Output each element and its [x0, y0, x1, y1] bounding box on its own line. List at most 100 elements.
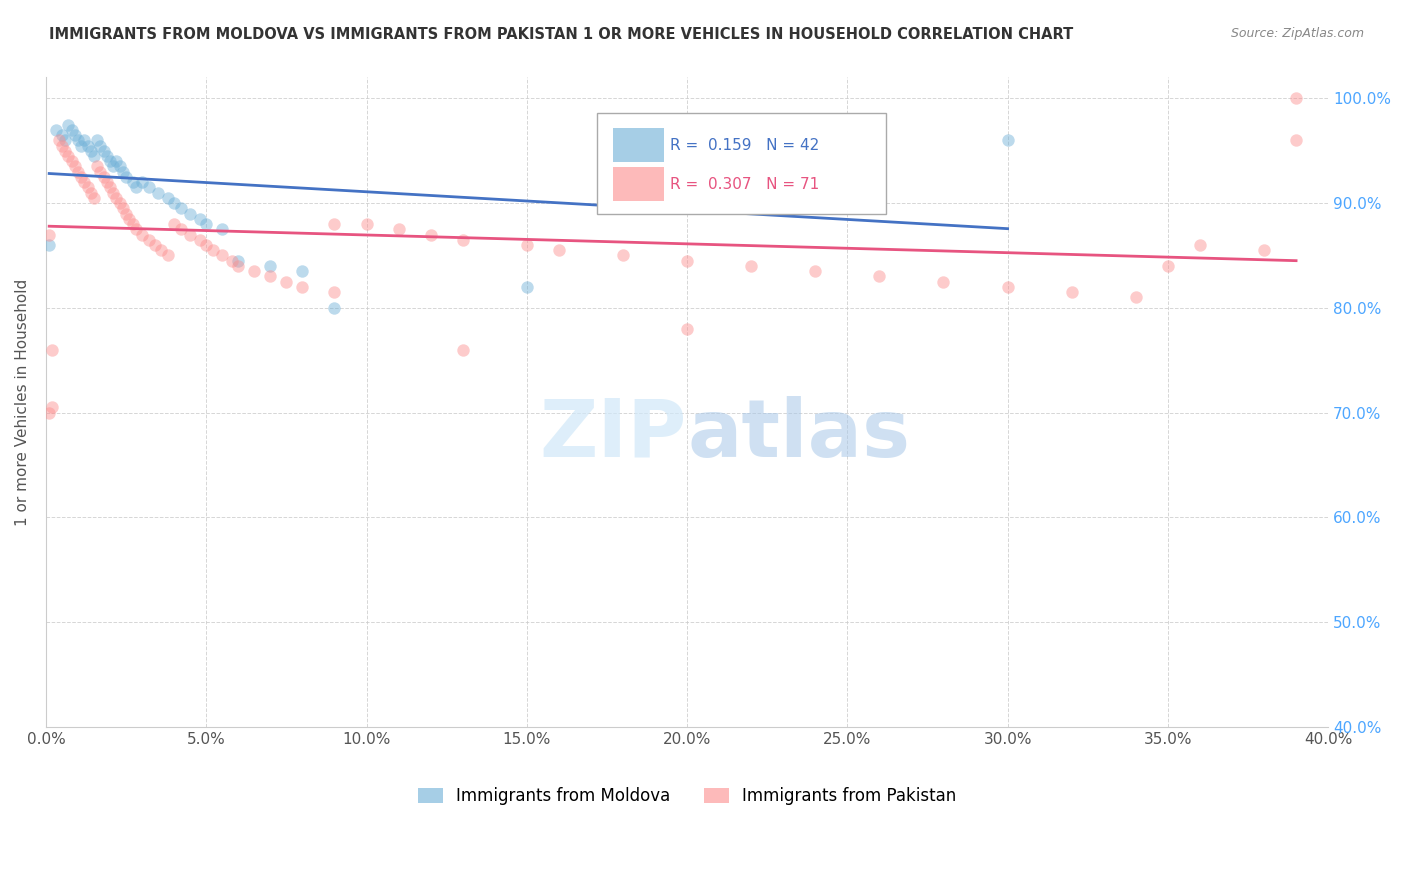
Point	[138, 233, 160, 247]
Point	[93, 144, 115, 158]
Point	[868, 269, 890, 284]
Point	[612, 248, 634, 262]
Point	[179, 206, 201, 220]
Point	[53, 133, 76, 147]
Point	[323, 285, 346, 300]
Point	[195, 217, 218, 231]
Point	[86, 160, 108, 174]
Point	[38, 238, 60, 252]
Point	[63, 160, 86, 174]
Point	[105, 154, 128, 169]
Point	[63, 128, 86, 142]
Point	[1188, 238, 1211, 252]
Point	[1285, 91, 1308, 105]
FancyBboxPatch shape	[598, 113, 886, 214]
Point	[86, 133, 108, 147]
Point	[108, 160, 131, 174]
Point	[226, 253, 249, 268]
Point	[70, 138, 93, 153]
Point	[323, 301, 346, 315]
Point	[98, 180, 121, 194]
Point	[188, 211, 211, 226]
Point	[221, 253, 243, 268]
Legend: Immigrants from Moldova, Immigrants from Pakistan: Immigrants from Moldova, Immigrants from…	[411, 780, 963, 812]
Point	[73, 133, 96, 147]
Point	[48, 133, 70, 147]
Point	[156, 191, 179, 205]
Point	[103, 186, 125, 200]
Point	[51, 128, 73, 142]
Point	[93, 169, 115, 184]
Point	[76, 138, 98, 153]
Point	[121, 217, 143, 231]
Point	[201, 244, 224, 258]
Point	[125, 222, 148, 236]
Text: R =  0.159   N = 42: R = 0.159 N = 42	[671, 138, 820, 153]
Point	[60, 154, 83, 169]
Text: Source: ZipAtlas.com: Source: ZipAtlas.com	[1230, 27, 1364, 40]
Point	[516, 280, 538, 294]
Point	[70, 169, 93, 184]
Point	[103, 160, 125, 174]
Point	[45, 123, 67, 137]
Point	[676, 322, 699, 336]
Point	[451, 233, 474, 247]
Point	[516, 238, 538, 252]
Point	[419, 227, 441, 242]
Point	[51, 138, 73, 153]
FancyBboxPatch shape	[613, 128, 664, 161]
Point	[163, 217, 186, 231]
Point	[259, 259, 281, 273]
Point	[131, 175, 153, 189]
Point	[66, 164, 89, 178]
Point	[276, 275, 298, 289]
Point	[163, 196, 186, 211]
Point	[291, 280, 314, 294]
Point	[1060, 285, 1083, 300]
Point	[146, 186, 169, 200]
Point	[38, 227, 60, 242]
Point	[121, 175, 143, 189]
Point	[83, 191, 105, 205]
Point	[83, 149, 105, 163]
Point	[143, 238, 166, 252]
Point	[115, 169, 138, 184]
Point	[211, 222, 233, 236]
Point	[740, 259, 762, 273]
Point	[150, 244, 173, 258]
Point	[41, 343, 63, 357]
Point	[53, 144, 76, 158]
Point	[676, 253, 699, 268]
Point	[38, 406, 60, 420]
Point	[323, 217, 346, 231]
Point	[89, 138, 111, 153]
Point	[96, 149, 118, 163]
Point	[997, 280, 1019, 294]
Point	[60, 123, 83, 137]
Text: ZIP: ZIP	[540, 395, 688, 474]
Point	[226, 259, 249, 273]
Point	[98, 154, 121, 169]
Point	[740, 123, 762, 137]
Point	[179, 227, 201, 242]
Point	[73, 175, 96, 189]
Point	[291, 264, 314, 278]
Point	[1285, 133, 1308, 147]
Point	[188, 233, 211, 247]
Point	[76, 180, 98, 194]
Point	[195, 238, 218, 252]
Point	[66, 133, 89, 147]
Text: atlas: atlas	[688, 395, 910, 474]
Point	[211, 248, 233, 262]
Point	[547, 244, 569, 258]
Point	[80, 186, 103, 200]
Point	[105, 191, 128, 205]
Point	[1253, 244, 1275, 258]
Text: R =  0.307   N = 71: R = 0.307 N = 71	[671, 178, 820, 192]
Point	[41, 401, 63, 415]
Point	[89, 164, 111, 178]
Point	[111, 164, 134, 178]
Point	[1157, 259, 1180, 273]
Point	[58, 118, 80, 132]
Point	[80, 144, 103, 158]
